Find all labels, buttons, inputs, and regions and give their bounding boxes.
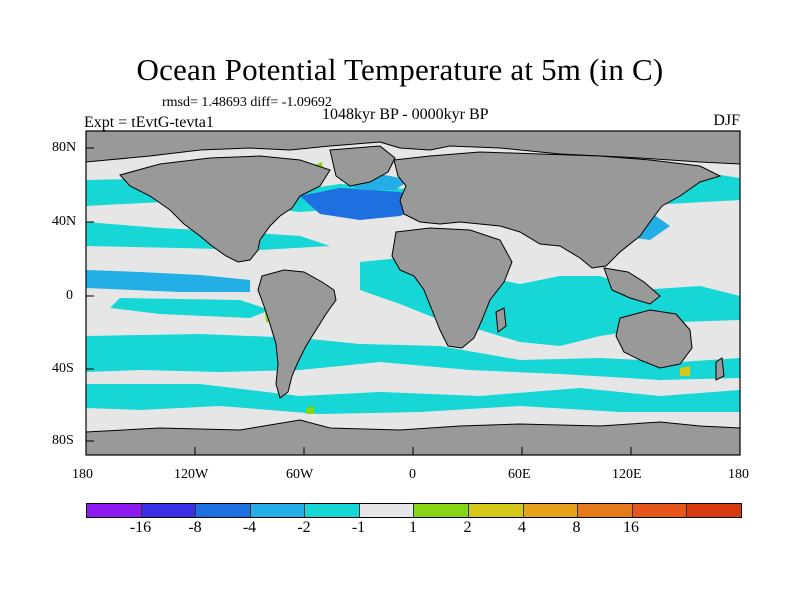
colorbar-segment bbox=[141, 504, 197, 517]
map-title: Ocean Potential Temperature at 5m (in C) bbox=[136, 52, 664, 87]
land-new-zealand bbox=[715, 357, 725, 381]
lon-label: 120E bbox=[612, 467, 642, 482]
colorbar-label: -16 bbox=[129, 519, 152, 536]
stats-text: rmsd= 1.48693 diff= -1.09692 bbox=[162, 95, 332, 110]
season-text: DJF bbox=[713, 112, 740, 129]
anomaly-region bbox=[306, 406, 314, 414]
lat-label: 80S bbox=[52, 433, 74, 448]
anomaly-region bbox=[86, 334, 740, 380]
colorbar-segment bbox=[632, 504, 688, 517]
colorbar-label: 8 bbox=[572, 519, 581, 536]
colorbar-label: 2 bbox=[463, 519, 472, 536]
land-polar-north bbox=[85, 130, 741, 165]
lon-label: 60E bbox=[508, 467, 531, 482]
colorbar-segment bbox=[359, 504, 415, 517]
colorbar-segment bbox=[578, 504, 633, 517]
anomaly-region bbox=[86, 384, 740, 414]
colorbar-segment bbox=[305, 504, 360, 517]
experiment-text: Expt = tEvtG-tevta1 bbox=[84, 114, 214, 131]
lon-label: 0 bbox=[409, 467, 416, 482]
lat-label: 40N bbox=[52, 214, 77, 229]
colorbar-segment bbox=[196, 504, 251, 517]
lon-label: 180 bbox=[728, 467, 749, 482]
colorbar bbox=[86, 503, 742, 518]
colorbar-label: -8 bbox=[188, 519, 202, 536]
land-south-america bbox=[257, 269, 337, 399]
lon-label: 120W bbox=[174, 467, 209, 482]
land-north-america bbox=[119, 155, 331, 263]
lon-label: 180 bbox=[72, 467, 93, 482]
colorbar-label: -1 bbox=[351, 519, 366, 536]
colorbar-label: 4 bbox=[518, 519, 526, 536]
axis-ticks bbox=[85, 147, 741, 455]
colorbar-segment bbox=[523, 504, 579, 517]
land-southeast-asia bbox=[603, 267, 661, 305]
land-madagascar bbox=[495, 307, 507, 333]
anomaly-region bbox=[110, 298, 270, 318]
lat-label: 80N bbox=[52, 140, 77, 155]
colorbar-segment bbox=[87, 504, 142, 517]
land-africa bbox=[391, 227, 513, 349]
lat-label: 0 bbox=[66, 288, 73, 303]
land-layer bbox=[85, 130, 741, 456]
colorbar-label: -2 bbox=[297, 519, 311, 536]
anomaly-region bbox=[680, 366, 690, 376]
anomaly-region bbox=[300, 188, 430, 220]
land-greenland bbox=[329, 145, 396, 187]
period-text: 1048kyr BP - 0000kyr BP bbox=[322, 106, 489, 123]
colorbar-label: 16 bbox=[623, 519, 639, 536]
colorbar-segment bbox=[414, 504, 470, 517]
colorbar-segment bbox=[469, 504, 524, 517]
colorbar-segment bbox=[687, 504, 741, 517]
land-eurasia bbox=[393, 151, 722, 269]
colorbar-segment bbox=[250, 504, 306, 517]
land-australia bbox=[615, 309, 693, 369]
lon-label: 60W bbox=[286, 467, 314, 482]
colorbar-label: 1 bbox=[409, 519, 417, 536]
lat-label: 40S bbox=[52, 361, 74, 376]
colorbar-label: -4 bbox=[242, 519, 257, 536]
anomaly-region bbox=[86, 270, 250, 292]
